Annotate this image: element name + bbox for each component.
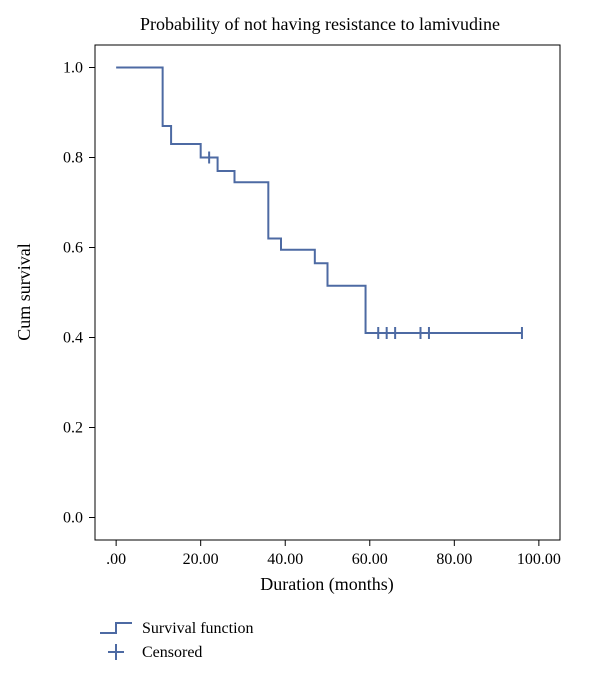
x-tick-label: 20.00	[183, 551, 219, 568]
y-tick-label: 0.0	[63, 510, 83, 527]
x-tick-label: 60.00	[352, 551, 388, 568]
legend-label: Censored	[142, 644, 202, 661]
x-tick-label: 80.00	[436, 551, 472, 568]
y-tick-label: 0.4	[63, 330, 83, 347]
plot-border	[95, 45, 560, 540]
legend-label: Survival function	[142, 620, 254, 637]
plot-area: 0.0 0.2 0.4 0.6 0.8 1.0 .00 20.00 40.00 60.00 80.…	[63, 45, 561, 568]
x-tick-label: 40.00	[267, 551, 303, 568]
y-tick-label: 0.6	[63, 240, 83, 257]
y-tick-label: 0.2	[63, 420, 83, 437]
x-axis-label: Duration (months)	[260, 574, 393, 595]
y-axis-label: Cum survival	[14, 243, 34, 341]
x-tick-label: .00	[106, 551, 126, 568]
y-tick-label: 0.8	[63, 150, 83, 167]
y-tick-label: 1.0	[63, 60, 83, 77]
x-tick-label: 100.00	[517, 551, 561, 568]
chart-title: Probability of not having resistance to …	[140, 14, 500, 34]
